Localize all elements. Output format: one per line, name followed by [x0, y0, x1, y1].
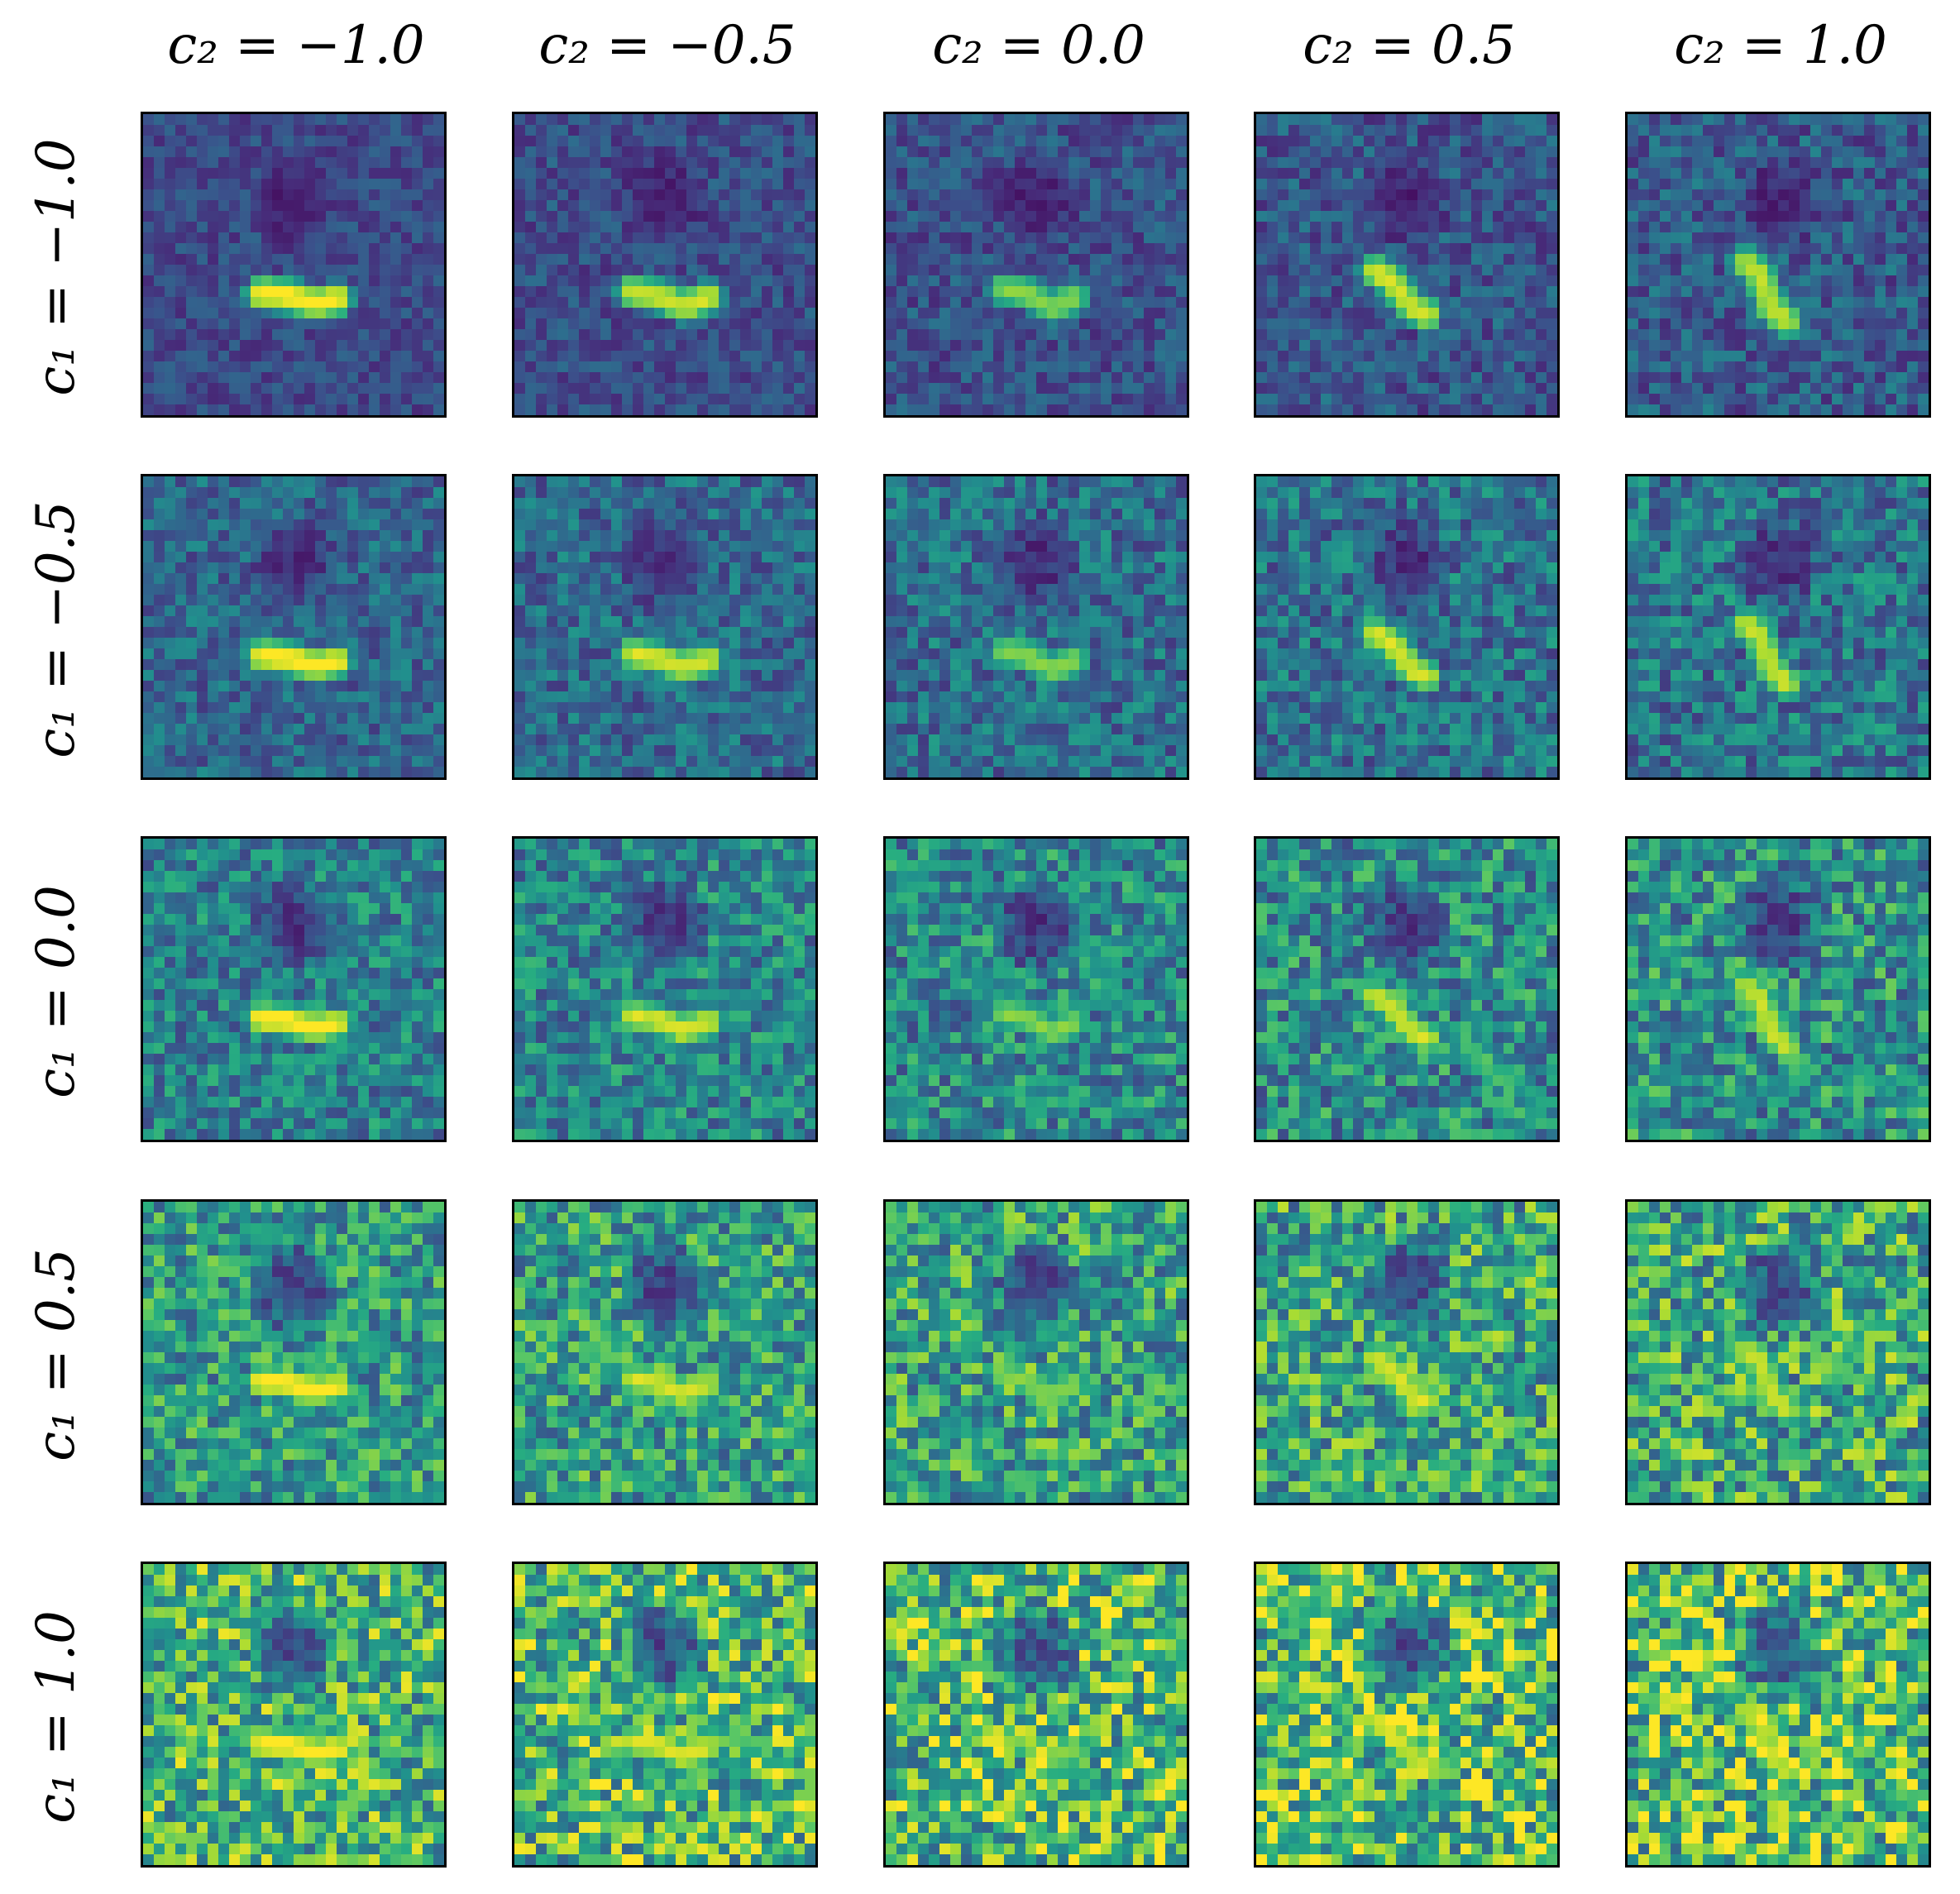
column-label: c₂ = −1.0	[167, 15, 425, 76]
heatmap-image	[514, 1564, 815, 1865]
heatmap-panel	[1254, 474, 1560, 780]
heatmap-image	[1256, 114, 1557, 415]
heatmap-panel	[1625, 474, 1931, 780]
heatmap-image	[143, 114, 444, 415]
heatmap-panel	[512, 474, 818, 780]
heatmap-image	[143, 1202, 444, 1503]
heatmap-panel	[883, 1199, 1189, 1505]
heatmap-image	[1628, 476, 1929, 777]
heatmap-image	[886, 114, 1187, 415]
row-label: c₁ = 0.0	[26, 885, 87, 1098]
heatmap-image	[886, 1564, 1187, 1865]
heatmap-panel	[883, 836, 1189, 1142]
column-label: c₂ = 0.5	[1303, 15, 1516, 76]
heatmap-panel	[1254, 112, 1560, 418]
heatmap-panel	[883, 112, 1189, 418]
heatmap-panel	[1625, 836, 1931, 1142]
heatmap-panel	[512, 836, 818, 1142]
heatmap-image	[886, 476, 1187, 777]
heatmap-panel	[883, 1562, 1189, 1868]
heatmap-image	[886, 1202, 1187, 1503]
heatmap-image	[1256, 476, 1557, 777]
heatmap-panel	[1625, 1562, 1931, 1868]
heatmap-image	[1628, 114, 1929, 415]
heatmap-image	[143, 476, 444, 777]
heatmap-image	[514, 1202, 815, 1503]
column-label: c₂ = −0.5	[538, 15, 796, 76]
column-label: c₂ = 1.0	[1674, 15, 1887, 76]
heatmap-image	[514, 476, 815, 777]
heatmap-panel	[1254, 1562, 1560, 1868]
heatmap-image	[143, 839, 444, 1140]
heatmap-panel	[141, 1562, 447, 1868]
heatmap-panel	[512, 112, 818, 418]
heatmap-panel	[141, 112, 447, 418]
heatmap-panel	[1625, 1199, 1931, 1505]
heatmap-image	[1256, 839, 1557, 1140]
heatmap-panel	[883, 474, 1189, 780]
heatmap-panel	[1254, 836, 1560, 1142]
heatmap-panel	[512, 1199, 818, 1505]
heatmap-image	[514, 114, 815, 415]
heatmap-panel	[1254, 1199, 1560, 1505]
heatmap-image	[1256, 1202, 1557, 1503]
heatmap-panel	[1625, 112, 1931, 418]
row-label: c₁ = −0.5	[26, 500, 87, 758]
heatmap-image	[1628, 1564, 1929, 1865]
heatmap-image	[1628, 839, 1929, 1140]
column-label: c₂ = 0.0	[932, 15, 1145, 76]
heatmap-image	[1628, 1202, 1929, 1503]
heatmap-image	[514, 839, 815, 1140]
heatmap-image	[1256, 1564, 1557, 1865]
heatmap-panel	[512, 1562, 818, 1868]
heatmap-panel	[141, 1199, 447, 1505]
row-label: c₁ = 0.5	[26, 1248, 87, 1461]
heatmap-image	[143, 1564, 444, 1865]
heatmap-panel	[141, 474, 447, 780]
heatmap-image	[886, 839, 1187, 1140]
heatmap-panel	[141, 836, 447, 1142]
row-label: c₁ = −1.0	[26, 138, 87, 396]
row-label: c₁ = 1.0	[26, 1610, 87, 1824]
